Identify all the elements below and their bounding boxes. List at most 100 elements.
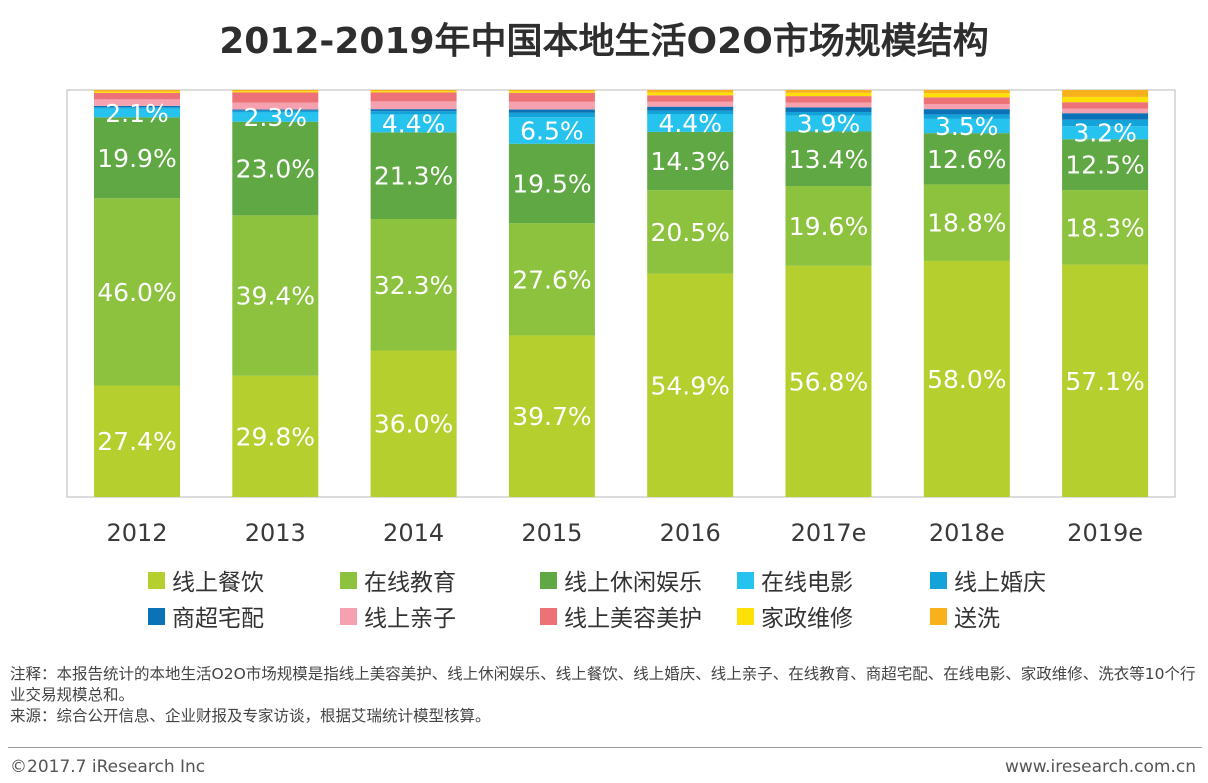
data-label-2014-s3: 4.4%: [382, 109, 446, 138]
bar-segment-2014-s1: [370, 219, 457, 351]
bar-segment-2013-s0: [232, 375, 319, 497]
bar-segment-2014-s2: [370, 132, 457, 220]
data-label-2016-s3: 4.4%: [658, 109, 722, 138]
bars-layer: [94, 90, 1149, 497]
bar-segment-2018e-s7: [923, 97, 1010, 105]
bar-segment-2016-s4: [647, 110, 734, 115]
data-label-2015-s2: 19.5%: [512, 169, 591, 198]
bar-segment-2018e-s8: [923, 93, 1010, 98]
bar-segment-2017e-s6: [785, 102, 872, 108]
data-label-2018e-s3: 3.5%: [935, 112, 999, 141]
bar-segment-2018e-s0: [923, 260, 1010, 497]
bar-segment-2019e-s8: [1062, 96, 1149, 103]
data-label-2019e-s0: 57.1%: [1065, 367, 1144, 396]
bar-segment-2016-s8: [647, 92, 734, 96]
x-tick-label-2018e: 2018e: [929, 519, 1005, 547]
data-label-2013-s0: 29.8%: [236, 422, 315, 451]
data-labels-layer: 27.4% 46.0% 19.9% 2.1% 29.8% 39.4% 23.0% 2.3% 36…: [97, 99, 1145, 456]
website-text: www.iresearch.com.cn: [1004, 757, 1196, 777]
bar-segment-2019e-s9: [1062, 90, 1149, 97]
data-label-2015-s3: 6.5%: [520, 117, 584, 146]
x-tick-label-2016: 2016: [660, 519, 721, 547]
bar-segment-2019e-s5: [1062, 113, 1149, 120]
bar-segment-2019e-s2: [1062, 139, 1149, 191]
bar-segment-2015-s1: [508, 223, 595, 336]
bar-segment-2012-s6: [94, 99, 180, 106]
data-label-2019e-s1: 18.3%: [1065, 213, 1144, 242]
footnote: 注释：本报告统计的本地生活O2O市场规模是指线上美容美护、线上休闲娱乐、线上餐饮…: [10, 664, 1200, 727]
data-label-2016-s1: 20.5%: [650, 218, 729, 247]
bar-segment-2013-s5: [232, 109, 319, 111]
footnote-definition: 注释：本报告统计的本地生活O2O市场规模是指线上美容美护、线上休闲娱乐、线上餐饮…: [10, 665, 1196, 704]
data-label-2017e-s0: 56.8%: [789, 367, 868, 396]
bar-segment-2018e-s9: [923, 90, 1010, 94]
x-axis-ticks: 2012 2013 2014 2015 2016 2017e 2018e 2019e: [106, 519, 1143, 547]
bar-segment-2015-s6: [508, 101, 595, 110]
bar-segment-2015-s4: [508, 112, 595, 118]
bar-segment-2013-s6: [232, 102, 319, 110]
bar-segment-2012-s9: [94, 90, 180, 92]
data-label-2019e-s3: 3.2%: [1073, 119, 1137, 148]
bar-segment-2016-s2: [647, 131, 734, 191]
bar-segment-2012-s0: [94, 385, 180, 497]
bar-segment-2017e-s3: [785, 115, 872, 132]
bar-segment-2015-s5: [508, 109, 595, 113]
bar-segment-2015-s3: [508, 117, 595, 144]
bar-segment-2017e-s7: [785, 96, 872, 103]
bar-segment-2019e-s0: [1062, 264, 1149, 497]
data-label-2012-s2: 19.9%: [97, 144, 176, 173]
bar-segment-2014-s7: [370, 92, 457, 102]
data-label-2015-s0: 39.7%: [512, 402, 591, 431]
bar-segment-2016-s1: [647, 190, 734, 274]
bar-segment-2017e-s9: [785, 90, 872, 93]
bar-segment-2019e-s6: [1062, 108, 1149, 114]
bar-segment-2012-s7: [94, 92, 180, 100]
footer-divider: [8, 747, 1202, 748]
bar-segment-2015-s7: [508, 92, 595, 102]
bar-segment-2019e-s3: [1062, 126, 1149, 140]
bar-segment-2018e-s2: [923, 133, 1010, 185]
data-label-2019e-s2: 12.5%: [1065, 151, 1144, 180]
bar-segment-2019e-s4: [1062, 119, 1149, 127]
bar-segment-2012-s3: [94, 108, 180, 118]
bar-segment-2017e-s2: [785, 131, 872, 187]
bar-segment-2014-s4: [370, 111, 457, 115]
bar-segment-2016-s9: [647, 90, 734, 93]
x-tick-label-2015: 2015: [521, 519, 582, 547]
data-label-2014-s0: 36.0%: [374, 410, 453, 439]
data-label-2013-s3: 2.3%: [244, 103, 308, 132]
bar-segment-2017e-s1: [785, 186, 872, 266]
copyright-text: ©2017.7 iResearch Inc: [10, 757, 206, 777]
data-label-2012-s0: 27.4%: [97, 427, 176, 456]
bar-segment-2012-s8: [94, 91, 180, 93]
bar-segment-2018e-s4: [923, 114, 1010, 119]
bar-segment-2013-s1: [232, 215, 319, 376]
data-label-2017e-s1: 19.6%: [789, 212, 868, 241]
bar-segment-2014-s6: [370, 101, 457, 110]
bar-segment-2012-s2: [94, 117, 180, 199]
data-label-2017e-s2: 13.4%: [789, 145, 868, 174]
x-tick-label-2013: 2013: [245, 519, 306, 547]
x-tick-label-2017e: 2017e: [791, 519, 867, 547]
bar-segment-2013-s9: [232, 90, 319, 92]
data-label-2018e-s1: 18.8%: [927, 209, 1006, 238]
data-label-2018e-s2: 12.6%: [927, 145, 1006, 174]
bar-segment-2014-s0: [370, 350, 457, 497]
bar-segment-2014-s8: [370, 91, 457, 93]
data-label-2014-s1: 32.3%: [374, 271, 453, 300]
data-label-2017e-s3: 3.9%: [797, 110, 861, 139]
bar-segment-2015-s2: [508, 143, 595, 224]
plot-frame: [66, 89, 1176, 498]
bar-segment-2014-s9: [370, 90, 457, 92]
bar-segment-2017e-s8: [785, 92, 872, 97]
bar-segment-2019e-s7: [1062, 102, 1149, 109]
data-label-2012-s1: 46.0%: [97, 278, 176, 307]
data-label-2013-s1: 39.4%: [236, 282, 315, 311]
bar-segment-2017e-s0: [785, 265, 872, 497]
bar-segment-2013-s3: [232, 112, 319, 122]
bar-segment-2017e-s4: [785, 111, 872, 116]
bar-segment-2016-s6: [647, 101, 734, 107]
bar-segment-2015-s9: [508, 90, 595, 92]
bar-segment-2012-s4: [94, 107, 180, 109]
